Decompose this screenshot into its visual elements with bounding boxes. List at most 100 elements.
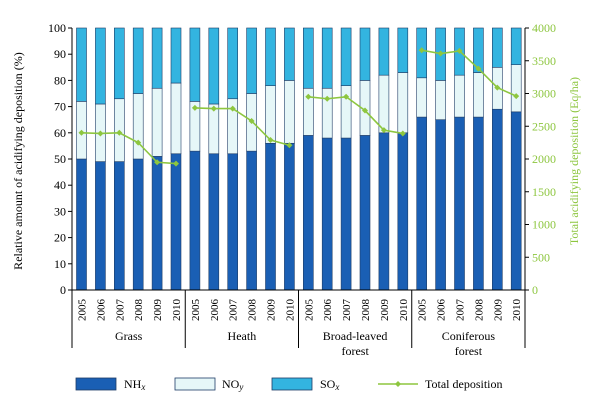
total-point-3-2	[456, 47, 463, 54]
total-point-1-4	[267, 137, 274, 144]
bar-noy-0-3	[132, 93, 144, 160]
bar-noy-2-5	[397, 72, 409, 134]
total-point-3-1	[437, 50, 444, 57]
year-label-2-4: 2009	[379, 299, 391, 322]
year-label-2-3: 2008	[360, 299, 372, 322]
bar-nhx-2-0	[302, 135, 314, 291]
bar-noy-1-5	[284, 80, 295, 144]
bar-nhx-3-1	[435, 119, 446, 291]
total-point-2-1	[324, 95, 331, 102]
year-label-0-0: 2005	[77, 299, 89, 322]
bar-nhx-1-4	[265, 142, 276, 291]
bar-sox-1-3	[246, 27, 257, 94]
total-point-0-0	[78, 129, 85, 136]
legend-label-noy-base: NO	[222, 377, 240, 391]
year-label-2-1: 2006	[322, 299, 334, 322]
bar-sox-0-2	[114, 27, 125, 100]
bar-nhx-2-4	[378, 132, 390, 291]
bar-nhx-2-5	[397, 132, 409, 291]
total-point-1-5	[286, 142, 293, 149]
year-label-2-0: 2005	[303, 299, 315, 322]
group-label-3-1: forest	[455, 344, 483, 358]
group-label-2-1: forest	[341, 344, 369, 358]
bar-sox-2-1	[321, 27, 333, 89]
bar-noy-3-3	[473, 72, 484, 118]
bar-sox-0-1	[95, 27, 106, 105]
bar-sox-2-2	[340, 27, 352, 86]
bar-noy-2-4	[378, 74, 390, 134]
total-point-0-4	[154, 159, 161, 166]
bar-noy-3-1	[435, 80, 446, 121]
total-line-2	[308, 95, 403, 135]
bar-sox-0-3	[132, 27, 144, 94]
year-label-1-2: 2007	[228, 299, 240, 322]
bar-nhx-0-5	[170, 153, 182, 291]
total-point-3-3	[475, 65, 482, 72]
year-label-3-1: 2006	[436, 299, 448, 322]
group-label-2-0: Broad-leaved	[323, 329, 388, 343]
total-point-2-2	[343, 93, 350, 100]
year-label-0-2: 2007	[114, 299, 126, 322]
bar-sox-1-1	[208, 27, 220, 105]
bar-sox-1-0	[189, 27, 201, 102]
total-point-3-4	[494, 84, 501, 91]
year-label-0-4: 2009	[152, 299, 164, 322]
right-tick-label-8: 4000	[532, 21, 556, 35]
year-label-3-2: 2007	[455, 299, 467, 322]
year-label-1-4: 2009	[266, 299, 278, 322]
legend: NHx NOy SOx Total deposition	[75, 377, 502, 392]
bar-nhx-3-5	[510, 111, 522, 291]
total-deposition-line-layer	[78, 47, 520, 167]
bar-sox-3-3	[473, 27, 484, 73]
right-tick-label-1: 500	[532, 250, 550, 264]
bars-layer	[76, 27, 522, 291]
bar-sox-2-0	[302, 27, 314, 89]
bar-sox-1-5	[284, 27, 295, 81]
left-tick-label-4: 40	[54, 178, 66, 192]
year-label-3-3: 2008	[473, 299, 485, 322]
total-point-1-2	[229, 105, 236, 112]
bar-nhx-1-2	[227, 153, 238, 291]
right-axis-label: Total acidifying deposition (Eq/ha)	[567, 77, 581, 245]
year-label-3-0: 2005	[417, 299, 429, 322]
group-label-0-0: Grass	[115, 329, 143, 343]
year-label-3-4: 2009	[492, 299, 504, 322]
total-point-2-0	[305, 93, 312, 100]
bar-sox-0-5	[170, 27, 182, 84]
group-label-3-0: Coniferous	[442, 329, 496, 343]
bar-noy-2-1	[321, 87, 333, 139]
bar-noy-3-0	[416, 77, 428, 118]
bar-sox-2-3	[359, 27, 371, 81]
axes-layer: 0 10 20 30 40 50 60 70 80 90 100 Relative amount of…	[11, 21, 581, 348]
bar-noy-0-4	[151, 87, 163, 157]
year-label-0-1: 2006	[95, 299, 107, 322]
legend-label-sox-sub: x	[334, 382, 339, 392]
total-point-3-5	[513, 93, 520, 100]
bar-nhx-2-1	[321, 137, 333, 291]
bar-nhx-0-0	[76, 158, 87, 291]
legend-label-noy-sub: y	[238, 382, 243, 392]
bar-nhx-1-1	[208, 153, 220, 291]
right-tick-label-5: 2500	[532, 119, 556, 133]
left-tick-label-5: 50	[54, 152, 66, 166]
total-point-0-2	[116, 129, 123, 136]
bar-noy-3-2	[454, 74, 465, 118]
legend-marker-total	[395, 381, 401, 387]
legend-label-nhx-base: NH	[124, 377, 142, 391]
x-labels-layer: 2005 2006 2007 2008 2009 2010 Grass 2005 2006 200…	[77, 299, 524, 359]
total-point-0-1	[97, 130, 104, 137]
group-label-1-0: Heath	[228, 329, 257, 343]
left-tick-label-9: 90	[54, 47, 66, 61]
legend-swatch-sox	[271, 377, 313, 391]
total-point-0-3	[135, 139, 142, 146]
bar-nhx-0-4	[151, 156, 163, 291]
bar-nhx-3-3	[473, 116, 484, 291]
bar-nhx-1-3	[246, 150, 257, 291]
total-point-2-4	[380, 127, 387, 134]
bar-nhx-2-3	[359, 135, 371, 291]
legend-label-nhx: NHx	[124, 377, 145, 392]
legend-swatch-nhx	[75, 377, 117, 391]
left-tick-label-10: 100	[48, 21, 66, 35]
right-tick-label-4: 2000	[532, 152, 556, 166]
bar-nhx-1-5	[284, 142, 295, 291]
